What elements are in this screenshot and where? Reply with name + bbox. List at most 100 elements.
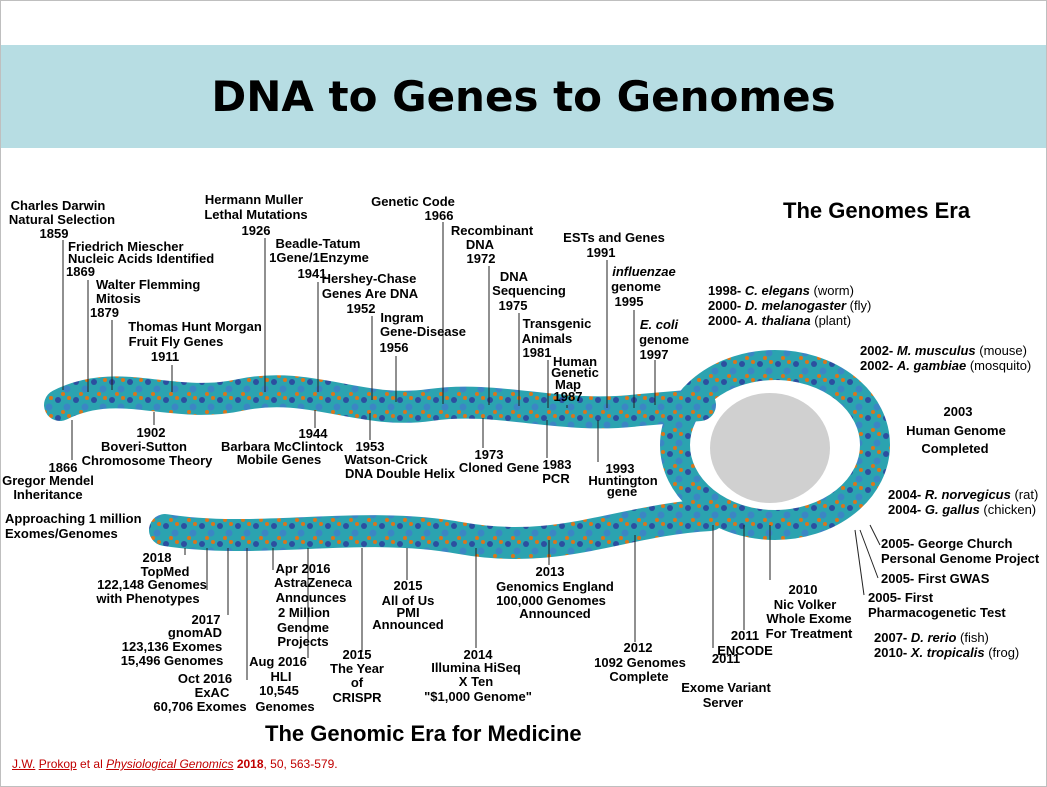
label-gwas: 2005- First GWAS: [881, 571, 990, 586]
label-mcclintock-3: Mobile Genes: [237, 452, 322, 467]
title-band: [1, 45, 1046, 148]
genomes-list-fish: 2007- D. rerio (fish)2010- X. tropicalis…: [874, 630, 1019, 660]
label-hershey-2: Genes Are DNA: [322, 286, 419, 301]
label-astra-6: Projects: [277, 634, 328, 649]
label-topmed-1: 2018: [143, 550, 172, 565]
label-g1000-2: 1092 Genomes: [594, 655, 686, 670]
citation-volume-pages: , 50, 563-579.: [263, 757, 338, 771]
label-hershey-1: Hershey-Chase: [322, 271, 417, 286]
label-beadle-3: 1941: [298, 266, 327, 281]
label-gnomad-4: 15,496 Genomes: [121, 653, 224, 668]
label-crispr-4: CRISPR: [332, 690, 382, 705]
label-miescher-1: Friedrich Miescher: [68, 239, 184, 254]
label-crispr-2: The Year: [330, 661, 384, 676]
genome-entry: 2002- M. musculus (mouse): [860, 343, 1027, 358]
citation-journal[interactable]: Physiological Genomics: [106, 757, 234, 771]
citation-year: 2018: [236, 757, 264, 771]
label-mcclintock-1: 1944: [299, 426, 329, 441]
label-allofus-3: PMI: [396, 605, 419, 620]
label-flu-2: genome: [611, 279, 661, 294]
label-exomes-1: Approaching 1 million: [5, 511, 142, 526]
label-muller-2: Lethal Mutations: [204, 207, 307, 222]
citation-author-initials[interactable]: J.W.: [12, 757, 36, 771]
label-recomb-1: Recombinant: [451, 223, 534, 238]
genome-entry: 2004- G. gallus (chicken): [888, 502, 1036, 517]
label-exomevar-2: Exome Variant: [681, 680, 771, 695]
label-watson-2: Watson-Crick: [344, 452, 428, 467]
label-pcr-1: 1983: [543, 457, 572, 472]
label-muller-3: 1926: [242, 223, 271, 238]
label-boveri-3: Chromosome Theory: [82, 453, 214, 468]
label-humanmap-3: Map: [555, 377, 581, 392]
label-morgan-1: Thomas Hunt Morgan: [128, 319, 262, 334]
label-transgenic-3: 1981: [523, 345, 552, 360]
label-muller-1: Hermann Muller: [205, 192, 303, 207]
label-darwin-1: Charles Darwin: [11, 198, 106, 213]
label-ecoli-1: E. coli: [640, 317, 679, 332]
label-miescher-3: 1869: [66, 264, 95, 279]
label-illumina-1: 2014: [464, 647, 494, 662]
label-exac-3: 60,706 Exomes: [153, 699, 246, 714]
label-miescher-2: Nucleic Acids Identified: [68, 251, 214, 266]
hgp-year: 2003: [944, 404, 973, 419]
pointer-lines: [62, 222, 881, 680]
genome-entry: 2004- R. norvegicus (rat): [888, 487, 1038, 502]
hgp-line-3: Completed: [921, 441, 988, 456]
bottom-helix: [149, 499, 726, 559]
label-ingram-3: 1956: [380, 340, 409, 355]
genomes-list-mid: 2002- M. musculus (mouse)2002- A. gambia…: [860, 343, 1031, 373]
citation-etal: et al: [76, 757, 107, 771]
label-seq-3: 1975: [499, 298, 528, 313]
label-encode-2: ENCODE: [717, 643, 773, 658]
label-topmed-2: TopMed: [141, 564, 190, 579]
genome-entry: 1998- C. elegans (worm): [708, 283, 854, 298]
label-pharma-1: 2005- First: [868, 590, 934, 605]
label-ecoli-3: 1997: [640, 347, 669, 362]
label-recomb-2: DNA: [466, 237, 495, 252]
label-volker-3: Whole Exome: [766, 611, 851, 626]
label-humanmap-4: 1987: [554, 389, 583, 404]
label-crispr-1: 2015: [343, 647, 372, 662]
label-humanmap-1: Human: [553, 354, 597, 369]
label-g1000-1: 2012: [624, 640, 653, 655]
label-cloned-1: 1973: [475, 447, 504, 462]
label-astra-2: AstraZeneca: [274, 575, 353, 590]
label-seq-1: DNA: [500, 269, 529, 284]
citation-author-name[interactable]: Prokop: [38, 757, 77, 771]
label-cloned-2: Cloned Gene: [459, 460, 539, 475]
label-allofus-4: Announced: [372, 617, 444, 632]
label-crispr-3: of: [351, 675, 364, 690]
label-huntington-3: gene: [607, 484, 637, 499]
label-astra-4: 2 Million: [278, 605, 330, 620]
label-flu-3: 1995: [615, 294, 644, 309]
label-hli-4: Genomes: [255, 699, 314, 714]
label-ests-1: ESTs and Genes: [563, 230, 665, 245]
genomic-medicine-heading: The Genomic Era for Medicine: [265, 721, 582, 746]
label-exomevar-1: 2011: [712, 651, 740, 666]
label-illumina-4: "$1,000 Genome": [424, 689, 532, 704]
label-g1000-3: Complete: [609, 669, 668, 684]
label-code-1: Genetic Code: [371, 194, 455, 209]
label-exac-1: Oct 2016: [178, 671, 232, 686]
label-mcclintock-2: Barbara McClintock: [221, 439, 344, 454]
label-ingram-2: Gene-Disease: [380, 324, 466, 339]
label-beadle-1: Beadle-Tatum: [276, 236, 361, 251]
label-illumina-2: Illumina HiSeq: [431, 660, 521, 675]
label-astra-5: Genome: [277, 620, 329, 635]
label-boveri-1: 1902: [137, 425, 166, 440]
genomes-list-rat: 2004- R. norvegicus (rat)2004- G. gallus…: [888, 487, 1038, 517]
label-topmed-3: 122,148 Genomes: [97, 577, 207, 592]
label-ecoli-2: genome: [639, 332, 689, 347]
label-morgan-2: Fruit Fly Genes: [129, 334, 224, 349]
label-flu-1: influenzae: [612, 264, 676, 279]
protein-core: [710, 393, 830, 503]
label-huntington-1: 1993: [606, 461, 635, 476]
genome-entry: 2000- A. thaliana (plant): [708, 313, 851, 328]
label-pcr-2: PCR: [542, 471, 570, 486]
label-topmed-4: with Phenotypes: [95, 591, 199, 606]
label-ingram-1: Ingram: [380, 310, 423, 325]
label-gel-4: Announced: [519, 606, 591, 621]
genomes-list-top: 1998- C. elegans (worm)2000- D. melanoga…: [708, 283, 871, 328]
label-exomevar-3: Server: [703, 695, 743, 710]
